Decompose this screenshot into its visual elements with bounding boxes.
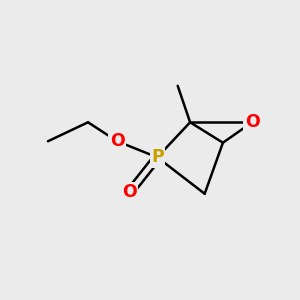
Text: O: O bbox=[245, 113, 260, 131]
Text: O: O bbox=[110, 132, 124, 150]
Text: P: P bbox=[151, 148, 164, 166]
Text: O: O bbox=[122, 183, 137, 201]
